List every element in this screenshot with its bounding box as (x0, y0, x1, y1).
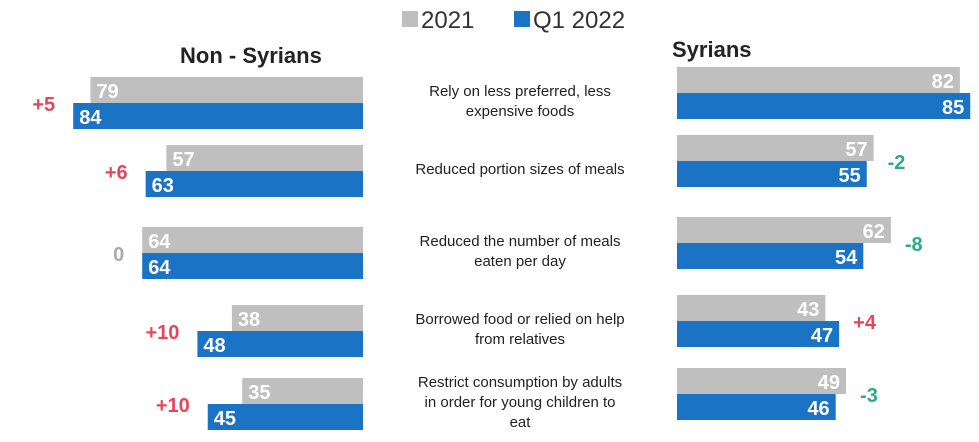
left-bar-2021-1 (166, 145, 363, 171)
right-change-label-1: -2 (888, 152, 906, 174)
category-labels: Rely on less preferred, less expensive fo… (415, 83, 624, 431)
left-bar-2021-0 (90, 77, 363, 103)
right-bar-q1-2022-2 (677, 243, 864, 269)
right-change-label-3: +4 (853, 312, 877, 334)
right-value-q1-2022-4: 46 (807, 398, 829, 420)
right-bar-q1-2022-0 (677, 93, 971, 119)
category-label-0: Rely on less preferred, less expensive fo… (429, 83, 611, 120)
right-bar-2021-2 (677, 217, 891, 243)
left-value-q1-2022-3: 48 (203, 335, 225, 357)
left-value-2021-4: 35 (248, 382, 270, 404)
category-label-3: Borrowed food or relied on help from rela… (415, 311, 624, 348)
legend-swatch-q1-2022 (514, 11, 530, 27)
right-value-q1-2022-2: 54 (835, 247, 858, 269)
right-bar-2021-0 (677, 67, 960, 93)
left-value-q1-2022-0: 84 (79, 107, 102, 129)
right-bar-2021-4 (677, 368, 847, 394)
left-bar-q1-2022-4 (207, 404, 363, 430)
right-value-q1-2022-1: 55 (839, 165, 861, 187)
left-value-q1-2022-1: 63 (152, 175, 174, 197)
category-label-4: Restrict consumption by adults in order f… (418, 374, 622, 431)
category-label-1: Reduced portion sizes of meals (415, 161, 624, 178)
legend-swatch-2021 (402, 11, 418, 27)
right-bar-q1-2022-4 (677, 394, 836, 420)
left-value-2021-2: 64 (148, 231, 171, 253)
right-value-2021-0: 82 (932, 71, 954, 93)
left-panel-title: Non - Syrians (180, 43, 322, 68)
left-bar-q1-2022-1 (145, 171, 363, 197)
left-value-q1-2022-2: 64 (148, 257, 171, 279)
left-bar-2021-2 (142, 227, 363, 253)
right-value-q1-2022-3: 47 (811, 325, 833, 347)
left-change-label-2: 0 (113, 244, 124, 266)
left-value-2021-3: 38 (238, 309, 260, 331)
left-bar-2021-3 (231, 305, 363, 331)
right-change-label-4: -3 (860, 385, 878, 407)
right-panel-title: Syrians (672, 37, 752, 62)
right-change-label-2: -8 (905, 234, 923, 256)
left-change-label-3: +10 (145, 322, 179, 344)
legend-label-2021: 2021 (421, 7, 474, 34)
right-value-2021-2: 62 (863, 221, 885, 243)
legend-label-q1-2022: Q1 2022 (533, 7, 625, 34)
left-change-label-0: +5 (32, 94, 55, 116)
left-value-2021-0: 79 (96, 81, 118, 103)
right-value-q1-2022-0: 85 (942, 97, 964, 119)
right-value-2021-3: 43 (797, 299, 819, 321)
left-value-q1-2022-4: 45 (214, 408, 236, 430)
right-bar-q1-2022-3 (677, 321, 840, 347)
right-bar-2021-1 (677, 135, 874, 161)
right-value-2021-4: 49 (818, 372, 840, 394)
right-value-2021-1: 57 (845, 139, 867, 161)
legend: 2021 Q1 2022 (402, 7, 625, 34)
bar-marks: 7984+58285+35763+65755-2646406254-83848+… (32, 67, 971, 430)
category-label-2: Reduced the number of meals eaten per day (420, 233, 621, 270)
left-bar-q1-2022-3 (197, 331, 363, 357)
left-bar-2021-4 (242, 378, 363, 404)
left-bar-q1-2022-0 (73, 103, 363, 129)
left-change-label-4: +10 (156, 395, 190, 417)
right-bar-2021-3 (677, 295, 826, 321)
right-bar-q1-2022-1 (677, 161, 867, 187)
left-value-2021-1: 57 (172, 149, 194, 171)
left-bar-q1-2022-2 (142, 253, 363, 279)
left-change-label-1: +6 (105, 162, 128, 184)
